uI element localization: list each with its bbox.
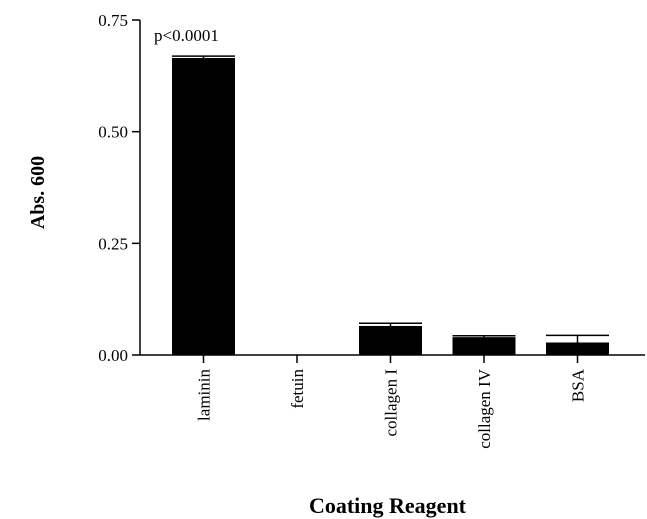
x-tick-label: collagen I: [382, 369, 401, 437]
bar: [546, 342, 609, 355]
x-axis-label: Coating Reagent: [309, 493, 467, 518]
significance-annotation: p<0.0001: [154, 26, 219, 45]
y-ticks: 0.00 0.25 0.50 0.75: [98, 11, 140, 365]
y-tick-label: 0.50: [98, 123, 128, 142]
y-tick-label: 0.25: [98, 234, 128, 253]
x-tick-label: fetuin: [288, 369, 307, 409]
x-tick-label: BSA: [569, 368, 588, 402]
y-tick-label: 0.00: [98, 346, 128, 365]
x-tick-labels: laminin fetuin collagen I collagen IV BSA: [195, 355, 588, 449]
bar: [172, 57, 235, 355]
x-tick-label: collagen IV: [475, 368, 494, 448]
y-tick-label: 0.75: [98, 11, 128, 30]
bars: [172, 55, 609, 355]
bar: [359, 325, 422, 355]
y-axis-label: Abs. 600: [27, 156, 49, 229]
x-tick-label: laminin: [195, 369, 214, 421]
bar: [452, 337, 516, 355]
